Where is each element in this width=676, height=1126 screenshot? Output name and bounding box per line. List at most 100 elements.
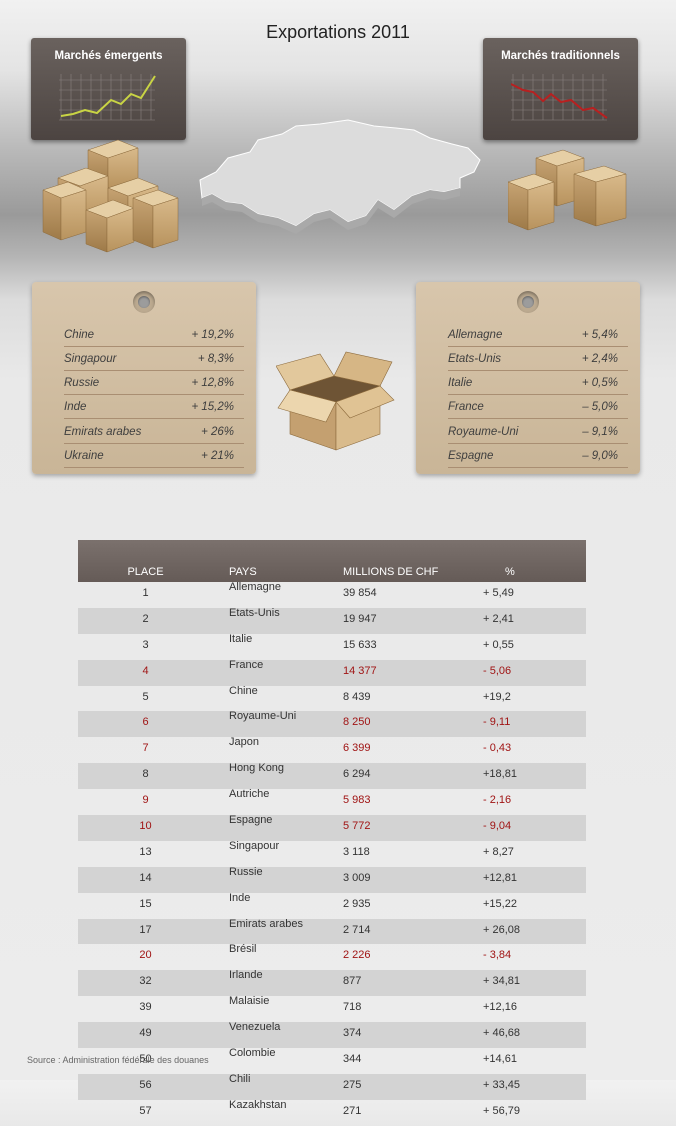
table-cell-value: 39 854 <box>343 587 377 599</box>
tag-row: Italie + 0,5% <box>448 370 628 395</box>
falling-chart-icon <box>511 74 608 121</box>
table-cell-place: 15 <box>139 897 152 910</box>
tag-country: Etats-Unis <box>448 353 502 365</box>
tag-country: France <box>448 401 484 413</box>
tag-change: + 15,2% <box>191 401 234 413</box>
box-stack-illustration <box>508 149 627 231</box>
emerging-markets-tag: Chine + 19,2% Singapour + 8,3% Russie + 12,… <box>32 282 256 474</box>
table-cell-value: 275 <box>343 1073 483 1100</box>
table-cell-place: 1 <box>142 587 149 599</box>
tag-change: + 0,5% <box>581 377 618 389</box>
table-cell-place: 56 <box>78 1073 213 1100</box>
table-cell-value: 2 714 <box>343 918 483 945</box>
table-cell-place: 3 <box>142 638 149 651</box>
table-cell-value: 877 <box>343 970 483 997</box>
table-cell-value: 8 439 <box>343 690 371 703</box>
table-cell-percent: + 34,81 <box>483 970 586 997</box>
table-row: 32 Irlande 877 + 34,81 <box>78 970 586 997</box>
table-row: 7 Japon 6 399 - 0,43 <box>78 737 586 763</box>
table-cell-place: 2 <box>78 607 213 634</box>
traditional-markets-board: Marchés traditionnels <box>483 38 638 140</box>
table-cell-percent: + 46,68 <box>483 1022 586 1049</box>
table-cell-place: 32 <box>78 970 213 997</box>
table-cell-percent: - 3,84 <box>483 949 512 962</box>
tag-change: + 8,3% <box>197 353 234 365</box>
table-cell-percent: + 26,08 <box>483 918 586 945</box>
table-row: 56 Chili 275 + 33,45 <box>78 1073 586 1100</box>
table-cell-percent: +14,61 <box>483 1053 517 1066</box>
table-cell-percent: - 9,11 <box>483 711 586 738</box>
table-row: 9 Autriche 5 983 - 2,16 <box>78 789 586 815</box>
table-cell-place: 49 <box>78 1022 213 1049</box>
tag-row: Ukraine + 21% <box>64 443 244 468</box>
table-row: 1 Allemagne 39 854 + 5,49 <box>78 582 586 608</box>
column-header-place: PLACE <box>78 540 213 582</box>
table-cell-place: 50 <box>139 1053 152 1066</box>
tag-change: + 12,8% <box>191 377 234 389</box>
table-cell-value: 8 250 <box>343 711 483 738</box>
table-row: 17 Emirats arabes 2 714 + 26,08 <box>78 918 586 945</box>
table-cell-country: Brésil <box>229 943 257 956</box>
open-box-illustration <box>276 351 395 451</box>
page-title: Exportations 2011 <box>266 22 410 42</box>
table-cell-place: 20 <box>139 949 152 962</box>
tag-country: Russie <box>64 377 100 389</box>
column-header-country: PAYS <box>213 540 343 582</box>
table-cell-value: 3 118 <box>343 845 370 858</box>
table-cell-country: Japon <box>229 736 259 749</box>
table-cell-country: France <box>213 659 343 686</box>
traditional-markets-tag: Allemagne + 5,4% Etats-Unis + 2,4% Italie +… <box>416 282 640 474</box>
tag-country: Allemagne <box>448 329 503 341</box>
table-cell-country: Chine <box>229 684 258 697</box>
table-cell-percent: +12,16 <box>483 1001 517 1014</box>
table-cell-value: 6 294 <box>343 763 483 790</box>
tag-row: Allemagne + 5,4% <box>448 322 628 347</box>
tag-change: + 26% <box>201 426 234 438</box>
tag-row: Etats-Unis + 2,4% <box>448 346 628 371</box>
tag-row: Russie + 12,8% <box>64 370 244 395</box>
table-row: 5 Chine 8 439 +19,2 <box>78 684 586 712</box>
table-cell-value: 19 947 <box>343 607 483 634</box>
tag-row: Royaume-Uni – 9,1% <box>448 419 628 444</box>
table-cell-country: Royaume-Uni <box>213 711 343 738</box>
table-cell-place: 13 <box>139 845 152 858</box>
tag-change: + 19,2% <box>191 329 234 341</box>
table-cell-percent: + 56,79 <box>483 1104 521 1117</box>
tag-country: Chine <box>64 329 95 341</box>
tag-country: Emirats arabes <box>64 426 142 438</box>
table-cell-country: Singapour <box>229 839 280 852</box>
table-cell-percent: +12,81 <box>483 866 586 893</box>
table-cell-percent: - 9,04 <box>483 815 586 841</box>
table-header-row: PLACE PAYS MILLIONS DE CHF % <box>78 540 586 582</box>
emerging-markets-board: Marchés émergents <box>31 38 186 140</box>
table-cell-percent: + 33,45 <box>483 1073 586 1100</box>
table-row: 4 France 14 377- 5,06 <box>78 659 586 686</box>
table-cell-value: 5 983 <box>343 794 371 807</box>
emerging-board-label: Marchés émergents <box>54 50 163 62</box>
table-cell-country: Espagne <box>213 815 343 841</box>
tag-row: Inde + 15,2% <box>64 394 244 419</box>
rising-chart-icon <box>59 74 156 121</box>
table-row: 10 Espagne 5 772- 9,04 <box>78 815 586 841</box>
export-ranking-table: PLACE PAYS MILLIONS DE CHF % 1 Allemagne 3… <box>78 540 586 1126</box>
table-cell-percent: +19,2 <box>483 690 511 703</box>
tag-hole <box>133 291 155 313</box>
tag-change: + 5,4% <box>581 329 618 341</box>
table-cell-country: Allemagne <box>229 581 281 593</box>
table-cell-place: 39 <box>139 1001 152 1014</box>
traditional-board-label: Marchés traditionnels <box>501 50 620 62</box>
switzerland-map <box>199 119 481 234</box>
table-cell-country: Irlande <box>213 970 343 997</box>
table-cell-country: Inde <box>229 891 251 904</box>
table-cell-country: Autriche <box>229 788 270 801</box>
table-cell-percent: - 0,43 <box>483 742 512 755</box>
table-cell-percent: + 0,55 <box>483 638 514 651</box>
box-pile-illustration <box>42 139 179 253</box>
table-cell-country: Emirats arabes <box>213 918 343 945</box>
table-cell-percent: + 5,49 <box>483 587 514 599</box>
tag-country: Ukraine <box>64 450 104 462</box>
table-cell-value: 6 399 <box>343 742 371 755</box>
table-cell-place: 8 <box>78 763 213 790</box>
table-cell-value: 5 772 <box>343 815 483 841</box>
table-cell-country: Russie <box>213 866 343 893</box>
